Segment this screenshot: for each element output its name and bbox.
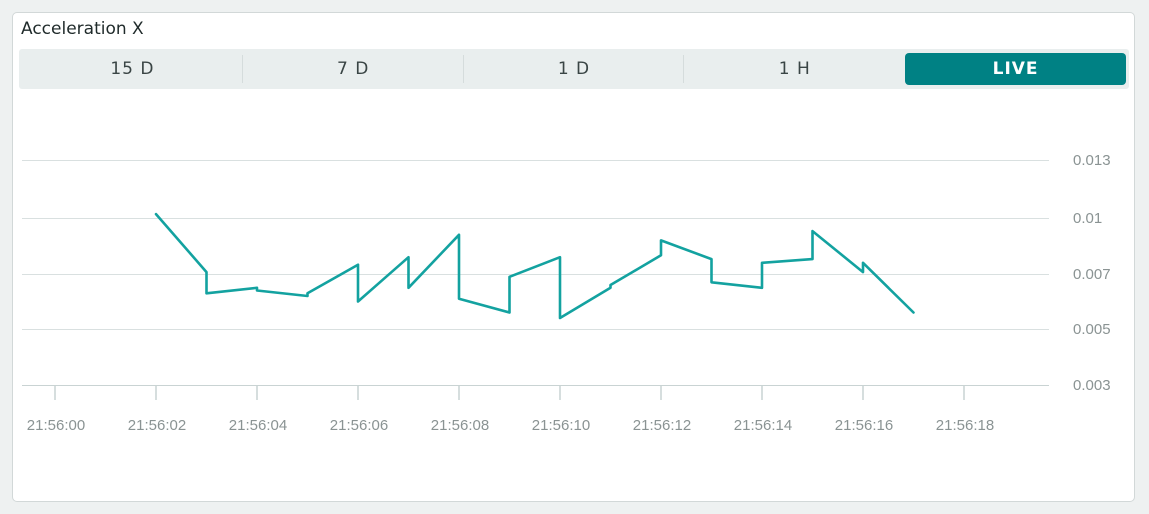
- y-tick-label: 0.007: [1073, 266, 1111, 283]
- x-tick-label: 21:56:14: [734, 417, 792, 434]
- tab-live[interactable]: LIVE: [905, 53, 1126, 85]
- x-tick-label: 21:56:08: [431, 417, 489, 434]
- x-tick-label: 21:56:16: [835, 417, 893, 434]
- tab-1d[interactable]: 1 D: [464, 53, 685, 85]
- tab-1h[interactable]: 1 H: [778, 59, 811, 79]
- series-line: [154, 212, 915, 320]
- grid-lines: [22, 160, 1049, 386]
- widget-title: Acceleration X: [21, 19, 144, 39]
- y-tick-label: 0.003: [1073, 377, 1111, 394]
- y-axis-ticks: 0.003 0.005 0.007 0.01 0.013: [1073, 152, 1111, 394]
- y-tick-label: 0.005: [1073, 321, 1111, 338]
- acceleration-widget: Acceleration X 15 D 7 D 1 D 1 H LIVE: [12, 12, 1135, 502]
- x-tick-label: 21:56:12: [633, 417, 691, 434]
- series-layer: [154, 212, 915, 320]
- x-axis-ticks: 21:56:00 21:56:02 21:56:04 21:56:06 21:56:08…: [27, 385, 994, 434]
- x-tick-label: 21:56:18: [936, 417, 994, 434]
- y-tick-label: 0.013: [1073, 152, 1111, 169]
- x-tick-label: 21:56:10: [532, 417, 590, 434]
- x-tick-label: 21:56:04: [229, 417, 287, 434]
- x-tick-label: 21:56:06: [330, 417, 388, 434]
- tab-15d[interactable]: 15 D: [22, 53, 243, 85]
- time-range-tabs: 15 D 7 D 1 D 1 H LIVE: [19, 49, 1129, 89]
- tab-7d[interactable]: 7 D: [243, 53, 464, 85]
- x-tick-label: 21:56:00: [27, 417, 85, 434]
- x-tick-label: 21:56:02: [128, 417, 186, 434]
- y-tick-label: 0.01: [1073, 210, 1102, 227]
